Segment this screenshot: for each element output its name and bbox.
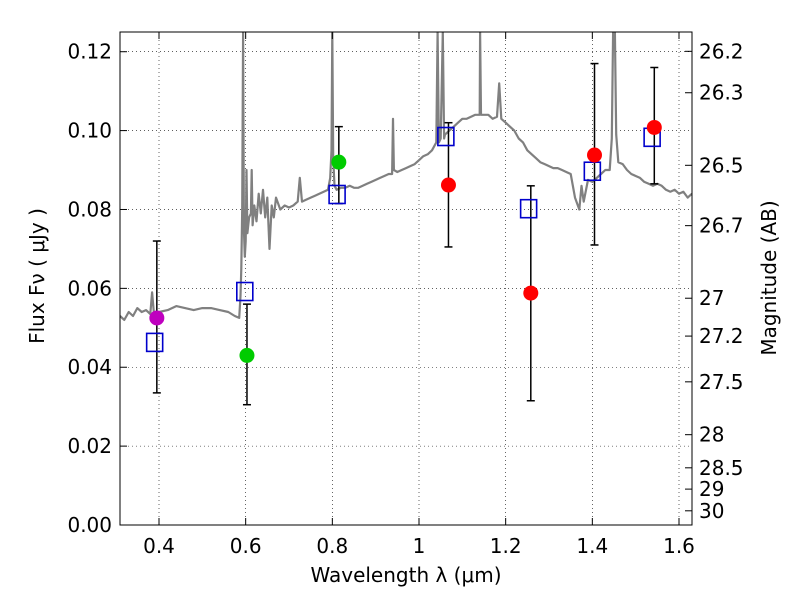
observed-point [523, 285, 539, 301]
spectrum-line [120, 32, 692, 321]
x-tick-label: 1 [413, 534, 426, 558]
observed-points-layer [149, 119, 662, 363]
magnitude-tick-label: 26.2 [699, 39, 744, 63]
y-axis-ticks: 0.00 0.02 0.04 0.06 0.08 0.10 0.12 [67, 40, 127, 537]
y-tick-label: 0.06 [67, 276, 112, 300]
model-points-layer [145, 126, 661, 353]
x-tick-label: 1.4 [576, 534, 608, 558]
x-axis-label: Wavelength λ (μm) [310, 563, 501, 587]
errorbar-layer [152, 62, 659, 406]
y-tick-label: 0.10 [67, 119, 112, 143]
magnitude-tick-label: 30 [699, 499, 724, 523]
magnitude-tick-label: 26.7 [699, 214, 744, 238]
magnitude-tick-label: 29 [699, 477, 724, 501]
plot-frame [119, 31, 693, 526]
observed-point [646, 119, 662, 135]
magnitude-tick-label: 27.5 [699, 370, 744, 394]
observed-point [331, 154, 347, 170]
observed-point [149, 310, 165, 326]
x-tick-label: 0.8 [316, 534, 348, 558]
x-tick-label: 0.4 [143, 534, 175, 558]
y-tick-label: 0.12 [67, 40, 112, 64]
model-point [437, 126, 455, 147]
model-point [519, 198, 538, 219]
model-point [145, 332, 164, 353]
y-tick-label: 0.04 [67, 355, 112, 379]
magnitude-tick-label: 26.3 [699, 81, 744, 105]
magnitude-tick-label: 27.2 [699, 324, 744, 348]
x-tick-label: 0.6 [230, 534, 262, 558]
model-point [328, 184, 346, 205]
right-axis-label: Magnitude (AB) [757, 200, 781, 355]
grid-lines [120, 32, 692, 526]
y-tick-label: 0.00 [67, 513, 112, 537]
model-point [236, 281, 254, 302]
x-tick-label: 1.6 [663, 534, 695, 558]
observed-point [587, 147, 602, 163]
magnitude-tick-label: 28.5 [699, 456, 744, 480]
y-axis-label: Flux Fν ( μJy ) [25, 208, 49, 344]
magnitude-tick-label: 26.5 [699, 153, 744, 177]
x-tick-label: 1.2 [490, 534, 522, 558]
y-tick-label: 0.08 [67, 197, 112, 221]
spectrum-layer [120, 32, 692, 321]
magnitude-tick-label: 28 [699, 423, 724, 447]
magnitude-tick-label: 27 [699, 286, 724, 310]
observed-point [440, 177, 456, 193]
y-tick-label: 0.02 [67, 434, 112, 458]
x-axis-ticks: 0.4 0.6 0.8 1 1.2 1.4 1.6 [143, 32, 695, 558]
observed-point [239, 347, 255, 363]
